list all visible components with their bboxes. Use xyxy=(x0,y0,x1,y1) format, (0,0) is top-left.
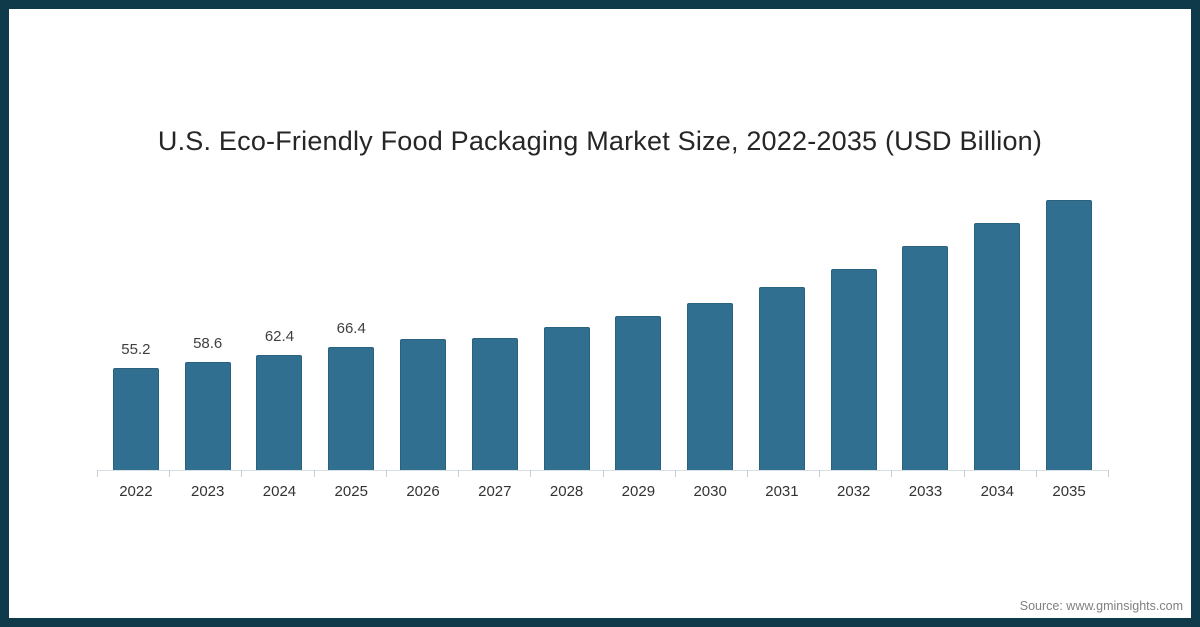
x-axis-tick xyxy=(313,470,315,477)
source-credit: Source: www.gminsights.com xyxy=(1019,599,1183,613)
bar-slot-2034 xyxy=(961,174,1033,470)
x-tick-label-2026: 2026 xyxy=(406,483,440,500)
bar-2030 xyxy=(687,302,734,470)
x-axis-tick xyxy=(169,470,171,477)
x-axis-tick xyxy=(458,470,460,477)
x-tick-label-2033: 2033 xyxy=(908,483,943,500)
x-tick-label-2024: 2024 xyxy=(262,483,297,500)
bar-2025 xyxy=(328,347,375,470)
x-axis-tick xyxy=(241,470,243,477)
bar-slot-2032 xyxy=(818,174,890,470)
x-tick-label-2027: 2027 xyxy=(478,483,512,500)
bar-value-label-2024: 62.4 xyxy=(264,327,295,345)
bar-2035 xyxy=(1046,200,1093,470)
x-axis-line xyxy=(97,470,1109,477)
bar-slot-2025: 66.4 xyxy=(315,174,387,470)
bar-value-label-2025: 66.4 xyxy=(336,320,366,338)
x-axis-tick xyxy=(97,470,98,477)
x-tick-label-2034: 2034 xyxy=(980,483,1014,500)
bar-2029 xyxy=(615,316,662,470)
bar-2033 xyxy=(902,246,949,470)
bar-slot-2024: 62.4 xyxy=(244,174,316,470)
x-tick-label-2025: 2025 xyxy=(334,483,368,500)
x-axis-tick xyxy=(530,470,532,477)
bar-slot-2027 xyxy=(459,174,531,470)
x-tick-label-2029: 2029 xyxy=(621,483,656,500)
bars: 55.2 58.6 62.4 66.4 xyxy=(100,174,1105,470)
bar-2024 xyxy=(256,354,303,470)
x-tick-label-2022: 2022 xyxy=(119,483,153,500)
bar-slot-2028 xyxy=(531,174,603,470)
bar-slot-2029 xyxy=(602,174,674,470)
x-tick-label-2030: 2030 xyxy=(693,483,727,500)
x-axis-tick xyxy=(602,470,604,477)
bar-slot-2030 xyxy=(674,174,746,470)
bar-2031 xyxy=(758,287,805,470)
bar-slot-2033 xyxy=(890,174,962,470)
bar-slot-2023: 58.6 xyxy=(172,174,244,470)
x-axis-labels: 2022 2023 2024 2025 2026 2027 2028 2029 2030 2031… xyxy=(100,476,1105,500)
x-tick-label-2032: 2032 xyxy=(837,483,871,500)
chart-title: U.S. Eco-Friendly Food Packaging Market … xyxy=(157,126,1043,156)
x-axis-tick xyxy=(891,470,893,477)
x-axis-tick xyxy=(746,470,748,477)
x-axis-tick xyxy=(1035,470,1037,477)
bar-2023 xyxy=(184,361,231,470)
bar-slot-2035 xyxy=(1033,174,1105,470)
x-axis-tick xyxy=(963,470,965,477)
bar-2026 xyxy=(400,338,447,470)
bar-slot-2022: 55.2 xyxy=(100,174,172,470)
plot-area: 55.2 58.6 62.4 66.4 xyxy=(100,174,1105,470)
x-tick-label-2031: 2031 xyxy=(765,483,799,500)
bar-slot-2031 xyxy=(746,174,818,470)
bar-2034 xyxy=(974,223,1021,470)
x-axis-tick xyxy=(674,470,676,477)
x-axis-tick xyxy=(1108,470,1109,477)
x-axis-tick xyxy=(385,470,387,477)
bar-2028 xyxy=(543,327,590,470)
x-tick-label-2028: 2028 xyxy=(549,483,584,500)
x-tick-label-2035: 2035 xyxy=(1052,483,1086,500)
bar-2022 xyxy=(112,367,159,470)
bar-value-label-2023: 58.6 xyxy=(193,334,223,352)
x-tick-label-2023: 2023 xyxy=(190,483,225,500)
bar-2027 xyxy=(471,338,518,470)
x-axis-tick xyxy=(819,470,821,477)
bar-slot-2026 xyxy=(387,174,459,470)
bar-value-label-2022: 55.2 xyxy=(121,340,151,358)
bar-2032 xyxy=(830,268,877,470)
